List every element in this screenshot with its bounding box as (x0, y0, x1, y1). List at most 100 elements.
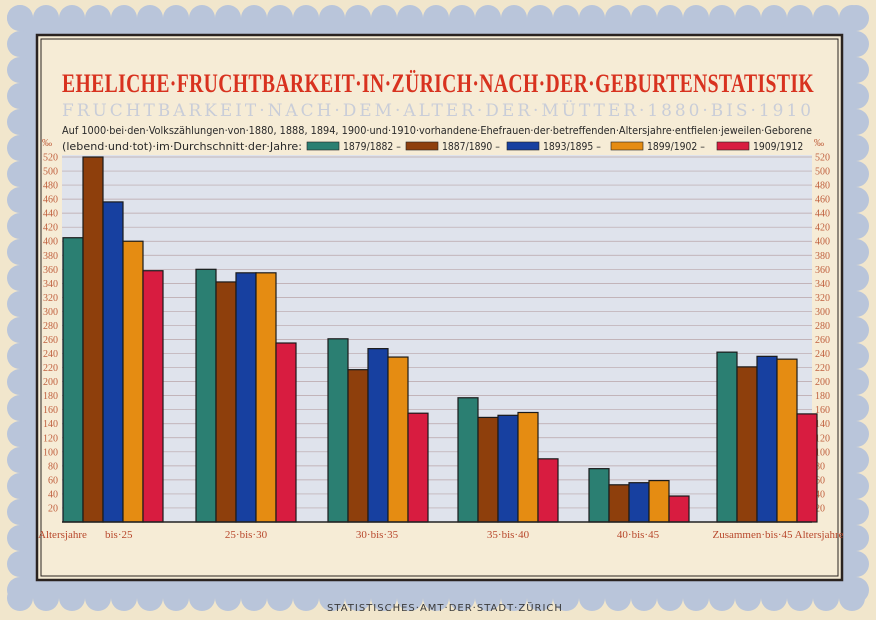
y-tick-left: 340 (43, 279, 58, 290)
legend-label: 1909/1912 (753, 141, 803, 153)
scallop (163, 5, 189, 31)
y-tick-right: 60 (815, 475, 825, 486)
scallop (843, 161, 869, 187)
bar (195, 268, 217, 523)
scallop (843, 5, 869, 31)
scallop (7, 5, 33, 31)
unit-left: ‰ (42, 138, 52, 149)
bar (142, 270, 164, 523)
y-tick-left: 520 (43, 153, 58, 164)
category-label: 40·bis·45 (617, 529, 660, 541)
bar (608, 484, 630, 523)
scallop (579, 5, 605, 31)
legend-swatch (306, 141, 340, 151)
scallop (7, 421, 33, 447)
scallop (371, 585, 397, 611)
scallop (843, 291, 869, 317)
y-tick-left: 40 (48, 489, 58, 500)
scallop (709, 585, 735, 611)
scallop (319, 5, 345, 31)
scallop (553, 585, 579, 611)
legend-label: 1893/1895 – (543, 141, 601, 153)
scallop (293, 5, 319, 31)
scallop (423, 5, 449, 31)
gridlines (62, 156, 812, 509)
bar (367, 348, 389, 523)
scallop (7, 447, 33, 473)
scallop (7, 161, 33, 187)
legend-label: 1899/1902 – (647, 141, 705, 153)
y-tick-right: 520 (815, 153, 830, 164)
scallop (449, 5, 475, 31)
bar (756, 355, 778, 523)
scallop (241, 585, 267, 611)
scallop (657, 5, 683, 31)
scallop (843, 343, 869, 369)
y-tick-right: 220 (815, 363, 830, 374)
scallop (215, 5, 241, 31)
scallop (475, 5, 501, 31)
scallop (843, 109, 869, 135)
bar (82, 156, 104, 523)
scallop (241, 5, 267, 31)
scallop (33, 5, 59, 31)
y-tick-right: 20 (815, 503, 825, 514)
scallop (7, 57, 33, 83)
bar (327, 338, 349, 523)
y-tick-left: 440 (43, 209, 58, 220)
chart-title: EHELICHE·FRUCHTBARKEIT·IN·ZÜRICH·NACH·DE… (62, 69, 814, 98)
scallop (631, 5, 657, 31)
bar (517, 411, 539, 523)
scallop (111, 585, 137, 611)
scallop (7, 369, 33, 395)
bar (477, 416, 499, 523)
bar (716, 351, 738, 523)
x-axis-label: Altersjahre (38, 529, 87, 541)
y-tick-left: 480 (43, 181, 58, 192)
y-tick-right: 180 (815, 391, 830, 402)
y-tick-right: 240 (815, 349, 830, 360)
y-tick-left: 460 (43, 195, 58, 206)
scallop (267, 5, 293, 31)
plot-area (62, 155, 812, 522)
y-tick-right: 320 (815, 293, 830, 304)
bar (497, 414, 519, 523)
category-label: bis·25 (105, 529, 133, 541)
scallop (843, 577, 869, 603)
y-tick-right: 440 (815, 209, 830, 220)
y-tick-left: 20 (48, 503, 58, 514)
y-tick-left: 200 (43, 377, 58, 388)
bar (347, 369, 369, 523)
scallop (7, 473, 33, 499)
scallop (293, 585, 319, 611)
y-tick-right: 280 (815, 321, 830, 332)
y-tick-right: 420 (815, 223, 830, 234)
scallop (397, 585, 423, 611)
scallop (267, 585, 293, 611)
scallop (843, 551, 869, 577)
y-tick-right: 400 (815, 237, 830, 248)
chart-subtitle: FRUCHTBARKEIT·NACH·DEM·ALTER·DER·MÜTTER·… (62, 100, 814, 121)
y-tick-right: 360 (815, 265, 830, 276)
scallop (843, 57, 869, 83)
scallop (7, 187, 33, 213)
scallop (7, 83, 33, 109)
bar (628, 482, 650, 523)
scallop (7, 239, 33, 265)
scallop (319, 585, 345, 611)
scallop (345, 585, 371, 611)
bar (776, 358, 798, 523)
scallop (345, 5, 371, 31)
scallop (7, 499, 33, 525)
scallop (761, 5, 787, 31)
y-tick-right: 500 (815, 167, 830, 178)
y-tick-left: 180 (43, 391, 58, 402)
scallop (137, 5, 163, 31)
unit-right: ‰ (814, 138, 824, 149)
scallop (449, 585, 475, 611)
scallop (787, 5, 813, 31)
scallop (631, 585, 657, 611)
scallop (843, 369, 869, 395)
y-tick-right: 340 (815, 279, 830, 290)
